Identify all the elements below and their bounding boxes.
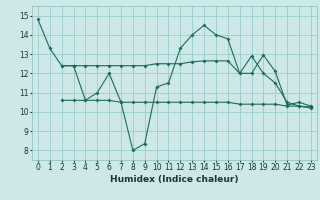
X-axis label: Humidex (Indice chaleur): Humidex (Indice chaleur) (110, 175, 239, 184)
